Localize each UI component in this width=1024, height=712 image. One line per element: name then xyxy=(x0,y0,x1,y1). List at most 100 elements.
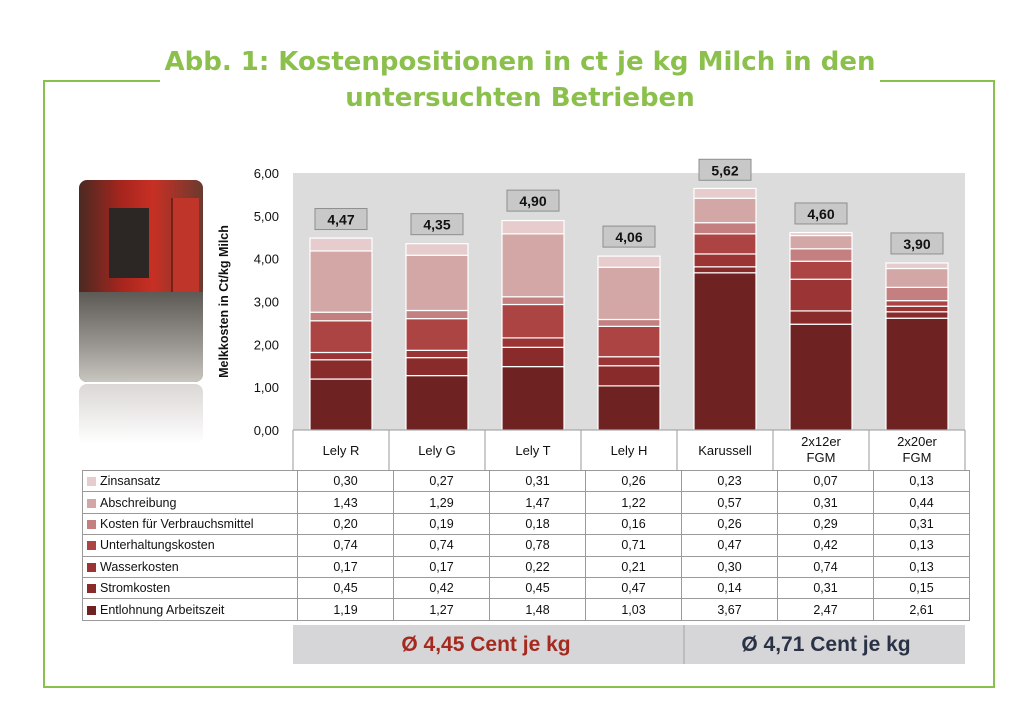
y-axis-label: Melkkosten in Ct/kg Milch xyxy=(217,225,231,378)
table-cell: 0,78 xyxy=(489,534,586,557)
table-cell: 0,45 xyxy=(297,576,394,600)
table-cell: 1,48 xyxy=(489,598,586,621)
bar-segment xyxy=(309,250,373,313)
table-cell: 0,26 xyxy=(681,512,778,536)
table-row: Abschreibung 1,43 1,29 1,47 1,22 0,57 0,31 0,44 xyxy=(82,491,970,514)
bar-segment xyxy=(405,318,469,351)
bar-segment xyxy=(501,296,565,306)
bar-segment xyxy=(597,318,661,327)
table-cell: 0,23 xyxy=(681,469,778,493)
bar-segment xyxy=(405,349,469,359)
table-cell: 0,21 xyxy=(585,555,682,578)
table-cell: 1,29 xyxy=(393,491,490,514)
table-cell: 0,74 xyxy=(777,555,874,578)
table-cell: 0,47 xyxy=(585,576,682,600)
table-cell: 1,22 xyxy=(585,491,682,514)
bar-segment xyxy=(309,311,373,322)
legend-entry: Entlohnung Arbeitszeit xyxy=(82,598,298,621)
category-label: FGM xyxy=(903,450,932,465)
category-label: Karussell xyxy=(698,443,752,458)
total-label-box xyxy=(698,158,752,181)
legend-label: Unterhaltungskosten xyxy=(100,538,215,553)
table-cell: 0,17 xyxy=(393,555,490,578)
table-cell: 0,31 xyxy=(873,512,970,536)
photo-background-detail xyxy=(109,208,149,278)
category-label: Lely R xyxy=(323,443,360,458)
total-label-box xyxy=(794,202,848,225)
category-label: Lely G xyxy=(418,443,456,458)
legend-swatch xyxy=(87,477,96,487)
y-tick-label: 4,00 xyxy=(254,252,279,267)
bar-segment xyxy=(789,234,853,250)
table-cell: 0,18 xyxy=(489,512,586,536)
legend-entry: Kosten für Verbrauchsmittel xyxy=(82,512,298,536)
table-cell: 0,20 xyxy=(297,512,394,536)
data-table: Zinsansatz 0,30 0,27 0,31 0,26 0,23 0,07 0,13 Ab… xyxy=(82,469,970,621)
table-cell: 1,03 xyxy=(585,598,682,621)
bar-segment xyxy=(405,254,469,312)
legend-label: Abschreibung xyxy=(100,495,177,510)
legend-entry: Zinsansatz xyxy=(82,469,298,493)
table-cell: 0,13 xyxy=(873,534,970,557)
table-cell: 0,71 xyxy=(585,534,682,557)
total-label: 3,90 xyxy=(903,236,930,252)
bar-segment xyxy=(309,351,373,361)
legend-swatch xyxy=(87,519,96,529)
table-cell: 1,47 xyxy=(489,491,586,514)
table-cell: 0,13 xyxy=(873,469,970,493)
total-label-box xyxy=(314,208,368,231)
bar-segment xyxy=(789,323,853,431)
total-label-box xyxy=(506,189,560,212)
category-label: FGM xyxy=(807,450,836,465)
bar-segment xyxy=(789,231,853,237)
average-bar: Ø 4,45 Cent je kg Ø 4,71 Cent je kg xyxy=(293,625,965,664)
table-cell: 0,74 xyxy=(393,534,490,557)
table-cell: 0,44 xyxy=(873,491,970,514)
total-label: 4,35 xyxy=(423,217,450,233)
photo-floor xyxy=(79,292,203,382)
y-tick-label: 6,00 xyxy=(254,166,279,181)
legend-swatch xyxy=(87,605,96,615)
average-conventional: Ø 4,71 Cent je kg xyxy=(683,625,967,664)
table-cell: 2,47 xyxy=(777,598,874,621)
category-label: Lely H xyxy=(611,443,648,458)
bar-segment xyxy=(597,325,661,358)
bar-segment xyxy=(597,356,661,367)
legend-swatch xyxy=(87,541,96,551)
table-cell: 0,14 xyxy=(681,576,778,600)
table-cell: 0,26 xyxy=(585,469,682,493)
table-cell: 0,16 xyxy=(585,512,682,536)
bar-segment xyxy=(789,248,853,262)
legend-label: Entlohnung Arbeitszeit xyxy=(100,602,225,617)
bar-segment xyxy=(501,337,565,348)
bar-segment xyxy=(789,310,853,325)
table-cell: 0,13 xyxy=(873,555,970,578)
table-cell: 0,47 xyxy=(681,534,778,557)
total-label-box xyxy=(602,225,656,248)
bar-segment xyxy=(405,375,469,431)
bar-segment xyxy=(309,359,373,380)
table-row: Kosten für Verbrauchsmittel 0,20 0,19 0,18 0… xyxy=(82,512,970,536)
y-tick-label: 1,00 xyxy=(254,380,279,395)
bar-segment xyxy=(693,272,757,431)
bar-segment xyxy=(693,253,757,268)
title-line-1: Abb. 1: Kostenpositionen in ct je kg Mil… xyxy=(164,47,876,77)
total-label: 5,62 xyxy=(711,162,738,178)
table-cell: 0,27 xyxy=(393,469,490,493)
legend-entry: Unterhaltungskosten xyxy=(82,534,298,557)
table-cell: 0,42 xyxy=(393,576,490,600)
table-cell: 0,45 xyxy=(489,576,586,600)
table-cell: 1,43 xyxy=(297,491,394,514)
bar-segment xyxy=(405,309,469,320)
bar-segment xyxy=(789,278,853,312)
bar-segment xyxy=(885,262,949,270)
total-label-box xyxy=(410,213,464,236)
bar-segment xyxy=(501,346,565,368)
total-label: 4,60 xyxy=(807,206,834,222)
bar-segment xyxy=(789,260,853,280)
table-cell: 0,31 xyxy=(489,469,586,493)
y-tick-label: 2,00 xyxy=(254,337,279,352)
table-cell: 0,30 xyxy=(297,469,394,493)
bar-segment xyxy=(885,267,949,288)
